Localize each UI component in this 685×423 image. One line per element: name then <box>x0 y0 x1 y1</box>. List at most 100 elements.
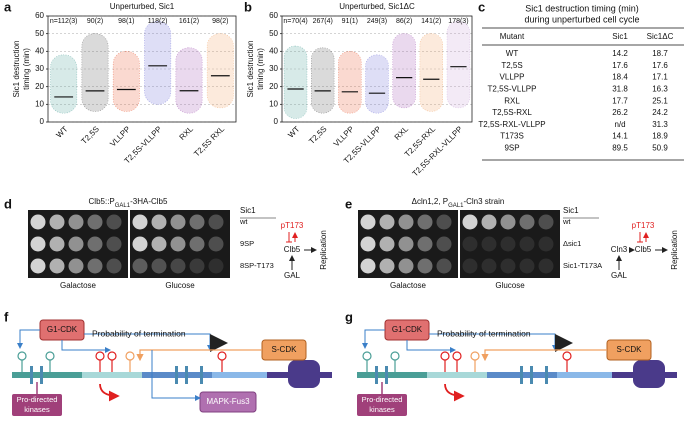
y-axis-label: Sic1 destruction timing (min) <box>12 41 31 98</box>
point-cloud <box>446 20 471 109</box>
mapk-arrow <box>151 350 201 401</box>
yeast-spot <box>208 214 224 230</box>
header-part: Δcln1,2, P <box>412 197 448 206</box>
table-cell: 17.6 <box>652 61 668 70</box>
table-cell: 50.9 <box>652 144 668 153</box>
yeast-spot <box>481 258 497 274</box>
yeast-spot <box>106 214 122 230</box>
yeast-spot <box>360 258 376 274</box>
panel-label: a <box>4 0 12 14</box>
table-cell: T2,5S-RXL-VLLPP <box>478 120 545 129</box>
kinase-label: kinases <box>24 405 50 414</box>
yeast-spot <box>398 236 414 252</box>
n-label: n=70(4) <box>283 18 307 25</box>
yeast-spot <box>170 236 186 252</box>
table-cell: RXL <box>504 96 520 105</box>
table-cell: WT <box>506 49 519 58</box>
yeast-spot <box>170 258 186 274</box>
y-tick-label: 20 <box>269 82 278 91</box>
panel-label: c <box>478 0 485 14</box>
yeast-spot <box>500 258 516 274</box>
yeast-spot <box>500 236 516 252</box>
phospho-label: pT173 <box>632 221 655 230</box>
phospho-label: pT173 <box>281 221 304 230</box>
panel-label: g <box>345 309 353 324</box>
y-tick-label: 40 <box>269 46 278 55</box>
panel-label: f <box>4 309 9 324</box>
yeast-spot <box>538 258 554 274</box>
y-axis-label-line: timing (min) <box>22 48 31 90</box>
y-tick-label: 50 <box>269 29 278 38</box>
table-cell: 18.9 <box>652 132 668 141</box>
n-label: 118(2) <box>148 18 168 25</box>
motif <box>175 366 178 384</box>
n-label: 267(4) <box>313 18 333 25</box>
yeast-spot <box>462 258 478 274</box>
g1-arrow <box>362 329 385 349</box>
table-cell: T173S <box>500 132 524 141</box>
point-cloud <box>365 54 389 114</box>
table-cell: 17.1 <box>652 73 668 82</box>
point-cloud <box>283 45 308 119</box>
header-part: GAL1 <box>448 203 464 209</box>
termination-label: Probability of termination <box>437 328 531 338</box>
strain-label: 9SP <box>240 239 254 248</box>
yeast-spot <box>481 236 497 252</box>
panel-label: d <box>4 196 12 211</box>
strain-label: Sic1-T173A <box>563 261 602 270</box>
phosphosite <box>362 351 372 361</box>
table-title: during unperturbed cell cycle <box>524 14 639 24</box>
x-tick-label: T2,5S RXL <box>192 124 226 158</box>
header-part: GAL1 <box>115 203 131 209</box>
table-cell: 18.4 <box>612 73 628 82</box>
g1-arrow <box>406 340 456 353</box>
header-part: -Cln3 strain <box>463 197 504 206</box>
segment <box>12 372 82 378</box>
y-axis-label-line: Sic1 destruction <box>246 41 255 98</box>
x-tick-label: VLLPP <box>332 125 356 149</box>
n-label: 90(2) <box>87 18 103 25</box>
phosphosite <box>452 351 462 361</box>
medium-label: Galactose <box>60 281 97 290</box>
point-cloud <box>419 33 443 112</box>
output-label: Replication <box>670 230 679 270</box>
motif <box>40 366 43 384</box>
cdk-complex <box>288 360 320 388</box>
strain-label: 8SP-T173 <box>240 261 274 270</box>
column-label: Sic1 <box>563 206 579 215</box>
degron-arrow <box>99 383 120 402</box>
yeast-spot <box>208 258 224 274</box>
motif <box>200 366 203 384</box>
cdk-complex <box>633 360 665 388</box>
x-tick-label: RXL <box>178 124 196 142</box>
s-cdk-label: S-CDK <box>617 345 643 354</box>
yeast-spot <box>417 236 433 252</box>
chart-title: Unperturbed, Sic1 <box>110 2 175 11</box>
y-tick-label: 30 <box>269 64 278 73</box>
point-cloud <box>81 33 109 112</box>
strain-header: Clb5::PGAL1-3HA-Clb5 <box>89 197 168 208</box>
yeast-spot <box>189 236 205 252</box>
point-cloud <box>311 47 335 114</box>
table-cell: 14.2 <box>612 49 628 58</box>
kinase-box <box>357 394 407 416</box>
yeast-spot <box>436 214 452 230</box>
n-label: 91(1) <box>342 18 358 25</box>
yeast-spot <box>519 258 535 274</box>
node: Clb5 <box>284 245 301 254</box>
yeast-spot <box>360 236 376 252</box>
table-cell: 18.7 <box>652 49 668 58</box>
g1-arrow <box>61 340 111 353</box>
node: GAL <box>611 271 628 280</box>
table-cell: T2,5S-VLLPP <box>488 85 537 94</box>
table-cell: 16.3 <box>652 85 668 94</box>
header-part: Clb5::P <box>89 197 115 206</box>
motif <box>530 366 533 384</box>
yeast-spot <box>132 214 148 230</box>
point-cloud <box>206 33 234 109</box>
phosphosite <box>390 351 400 361</box>
yeast-spot <box>189 258 205 274</box>
yeast-spot <box>436 236 452 252</box>
x-tick-label: T2,5S <box>307 125 328 146</box>
